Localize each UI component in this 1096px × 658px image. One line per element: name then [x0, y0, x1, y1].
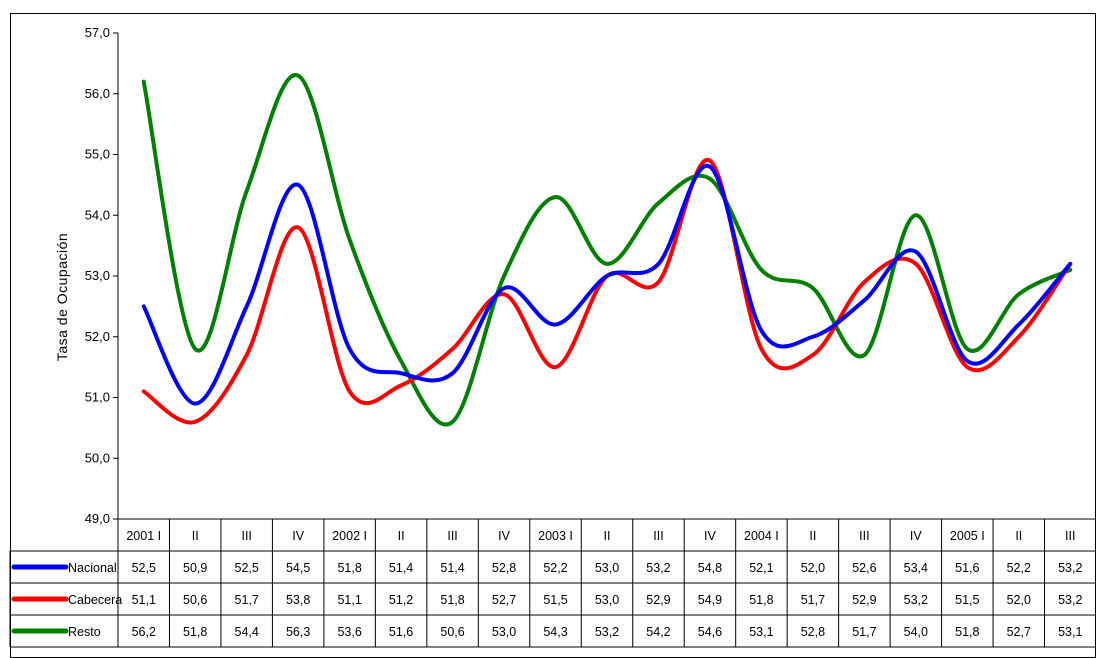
- data-label: 53,2: [646, 561, 670, 575]
- axes: 49,0 50,0 51,0 52,0 53,0 54,0 55,0 56,0 57,0: [85, 25, 119, 526]
- data-label: 51,8: [440, 593, 464, 607]
- data-label: 56,2: [132, 625, 156, 639]
- data-label: 53,4: [904, 561, 928, 575]
- category-label: II: [192, 529, 199, 543]
- data-label: 56,3: [286, 625, 310, 639]
- legend-label-nacional: Nacional: [68, 561, 117, 575]
- data-label: 51,6: [389, 625, 413, 639]
- data-label: 52,0: [801, 561, 825, 575]
- data-label: 52,2: [1007, 561, 1031, 575]
- category-label: III: [859, 529, 869, 543]
- category-label: 2003 I: [538, 529, 573, 543]
- series-line-nacional: [141, 163, 1073, 406]
- category-label: IV: [704, 529, 716, 543]
- data-label: 51,7: [801, 593, 825, 607]
- data-label: 52,9: [852, 593, 876, 607]
- data-label: 53,8: [286, 593, 310, 607]
- data-label: 51,4: [389, 561, 413, 575]
- data-label: 53,2: [1058, 561, 1082, 575]
- y-tick-label: 57,0: [85, 25, 110, 40]
- data-label: 54,3: [543, 625, 567, 639]
- data-label: 54,8: [698, 561, 722, 575]
- legend-label-cabecera: Cabecera: [68, 593, 122, 607]
- category-label: II: [809, 529, 816, 543]
- data-label: 53,1: [749, 625, 773, 639]
- data-label: 53,1: [1058, 625, 1082, 639]
- data-label: 54,4: [235, 625, 259, 639]
- data-label: 51,2: [389, 593, 413, 607]
- category-label: 2002 I: [332, 529, 367, 543]
- series-lines: [141, 73, 1073, 427]
- y-tick-label: 51,0: [85, 390, 110, 405]
- data-label: 51,5: [543, 593, 567, 607]
- data-label: 53,0: [595, 561, 619, 575]
- category-label: IV: [910, 529, 922, 543]
- data-label: 52,8: [492, 561, 516, 575]
- y-tick-label: 55,0: [85, 147, 110, 162]
- category-label: II: [1015, 529, 1022, 543]
- data-label: 52,9: [646, 593, 670, 607]
- category-label: III: [1065, 529, 1075, 543]
- data-label: 51,4: [440, 561, 464, 575]
- data-label: 52,5: [235, 561, 259, 575]
- data-label: 52,2: [543, 561, 567, 575]
- data-label: 51,1: [132, 593, 156, 607]
- y-tick-label: 54,0: [85, 207, 110, 222]
- data-label: 52,0: [1007, 593, 1031, 607]
- data-table: 2001 I II III IV 2002 I II III IV 2003 I II III IV 2…: [9, 518, 1096, 648]
- data-label: 51,8: [749, 593, 773, 607]
- data-label: 52,1: [749, 561, 773, 575]
- series-line-resto: [141, 73, 1073, 427]
- data-label: 51,8: [955, 625, 979, 639]
- y-tick-label: 49,0: [85, 511, 110, 526]
- data-label: 50,6: [183, 593, 207, 607]
- data-label: 53,2: [904, 593, 928, 607]
- data-label: 51,6: [955, 561, 979, 575]
- data-label: 54,2: [646, 625, 670, 639]
- data-label: 53,6: [337, 625, 361, 639]
- data-label: 52,8: [801, 625, 825, 639]
- category-label: IV: [498, 529, 510, 543]
- data-label: 54,9: [698, 593, 722, 607]
- data-label: 54,6: [698, 625, 722, 639]
- category-label: 2004 I: [744, 529, 779, 543]
- data-label: 51,8: [337, 561, 361, 575]
- data-label: 53,0: [492, 625, 516, 639]
- data-label: 50,6: [440, 625, 464, 639]
- data-label: 54,5: [286, 561, 310, 575]
- data-label: 51,8: [183, 625, 207, 639]
- y-axis-label: Tasa de Ocupación: [54, 233, 70, 361]
- data-label: 51,1: [337, 593, 361, 607]
- data-label: 53,2: [595, 625, 619, 639]
- category-label: IV: [292, 529, 304, 543]
- data-label: 53,2: [1058, 593, 1082, 607]
- y-tick-label: 50,0: [85, 450, 110, 465]
- y-tick-label: 53,0: [85, 268, 110, 283]
- data-label: 52,7: [1007, 625, 1031, 639]
- category-label: III: [653, 529, 663, 543]
- y-tick-label: 52,0: [85, 329, 110, 344]
- data-label: 52,5: [132, 561, 156, 575]
- category-label: III: [447, 529, 457, 543]
- category-label: III: [241, 529, 251, 543]
- category-label: II: [398, 529, 405, 543]
- data-label: 52,7: [492, 593, 516, 607]
- data-label: 50,9: [183, 561, 207, 575]
- data-label: 52,6: [852, 561, 876, 575]
- data-label: 51,5: [955, 593, 979, 607]
- data-label: 54,0: [904, 625, 928, 639]
- category-label: 2001 I: [126, 529, 161, 543]
- legend-label-resto: Resto: [68, 625, 101, 639]
- data-label: 51,7: [235, 593, 259, 607]
- category-label: II: [604, 529, 611, 543]
- category-label: 2005 I: [950, 529, 985, 543]
- data-label: 53,0: [595, 593, 619, 607]
- data-label: 51,7: [852, 625, 876, 639]
- y-tick-label: 56,0: [85, 86, 110, 101]
